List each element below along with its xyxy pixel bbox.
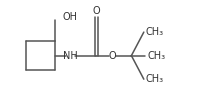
Text: O: O	[92, 6, 99, 16]
Text: OH: OH	[62, 12, 77, 22]
Text: CH₃: CH₃	[145, 27, 163, 37]
Text: NH: NH	[63, 51, 77, 61]
Text: CH₃: CH₃	[147, 51, 165, 61]
Text: O: O	[108, 51, 116, 61]
Text: CH₃: CH₃	[145, 74, 163, 84]
